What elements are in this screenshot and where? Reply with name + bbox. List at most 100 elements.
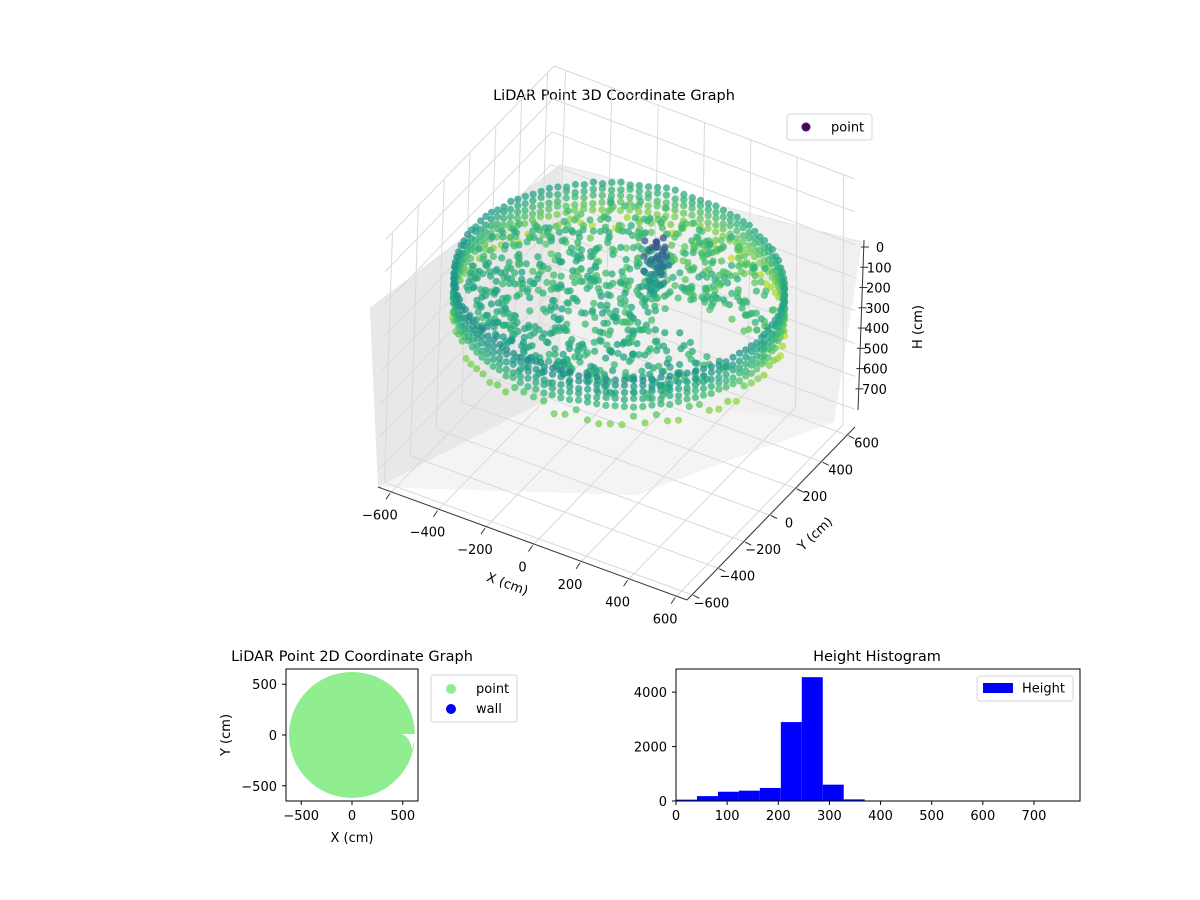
chart-3d-point	[623, 213, 631, 222]
chart-3d-point	[482, 221, 490, 229]
chart-3d-gridline-z	[379, 262, 856, 437]
chart-3d-point	[695, 273, 703, 281]
chart-3d-point	[535, 226, 543, 234]
chart-3d-point	[554, 191, 562, 199]
histogram-xtick-label: 0	[672, 809, 680, 824]
chart-3d-point	[580, 187, 588, 195]
chart-3d-point	[618, 318, 627, 326]
chart-3d-point	[584, 372, 592, 380]
chart-3d-point	[712, 202, 720, 210]
chart-3d-point	[626, 206, 634, 214]
chart-3d-point	[726, 222, 734, 230]
chart-3d-legend: point	[786, 113, 873, 141]
chart-3d-point	[605, 207, 613, 215]
chart-3d-point	[590, 338, 598, 346]
chart-3d-point	[558, 237, 566, 245]
chart-3d-point	[695, 400, 704, 409]
chart-3d-point	[717, 279, 725, 287]
chart-3d-point	[742, 353, 750, 361]
chart-3d-point	[487, 272, 495, 280]
chart-3d-ytick	[770, 515, 778, 519]
chart-3d-point	[654, 183, 662, 191]
chart-3d-point	[606, 199, 615, 207]
chart-3d-y-axis-line	[686, 426, 856, 601]
chart-3d-point	[735, 364, 744, 372]
chart-3d-point	[611, 376, 620, 384]
chart-3d-point	[502, 358, 510, 366]
chart-3d-point	[760, 371, 768, 379]
chart-3d-point	[543, 278, 551, 287]
chart-3d-point	[735, 349, 744, 357]
chart-3d-point	[725, 301, 734, 309]
chart-3d-point	[680, 190, 688, 198]
chart-3d-point	[680, 202, 688, 210]
histogram-ytick-label: 4000	[634, 686, 667, 701]
histogram-xtick-label: 400	[868, 809, 893, 824]
chart-3d-ztick-label: 400	[864, 322, 889, 337]
chart-3d-point	[638, 367, 646, 375]
chart-3d-point	[553, 202, 562, 210]
histogram-xtick-label: 300	[817, 809, 842, 824]
chart-3d-point	[550, 271, 558, 279]
chart-3d-point	[630, 376, 638, 384]
chart-3d-point	[517, 353, 525, 361]
chart-3d-point	[648, 316, 656, 324]
chart-3d-point	[539, 262, 547, 270]
chart-2d-gap-area	[388, 734, 418, 750]
chart-3d-point	[540, 381, 548, 389]
chart-3d-point	[691, 386, 700, 395]
chart-3d-point	[545, 212, 553, 220]
chart-3d-gridline-z	[385, 65, 856, 240]
chart-3d-point	[478, 353, 486, 361]
chart-3d-point	[590, 299, 598, 307]
chart-3d-point	[683, 378, 691, 386]
chart-3d-point	[484, 311, 492, 319]
chart-3d-point	[536, 237, 544, 245]
chart-3d-gridline-y	[409, 205, 720, 570]
chart-3d-point	[526, 294, 534, 302]
chart-3d-point	[747, 355, 756, 363]
chart-3d-point	[548, 384, 557, 392]
chart-3d-ytick-label: 200	[802, 490, 827, 505]
chart-3d-point	[567, 244, 576, 252]
chart-3d-point	[699, 384, 708, 393]
chart-3d-point	[532, 378, 540, 386]
chart-3d-point	[719, 206, 728, 214]
chart-3d-point	[651, 326, 660, 334]
chart-3d-point	[726, 210, 735, 219]
chart-3d-point	[548, 391, 556, 399]
histogram-bar	[822, 784, 844, 801]
chart-3d-gridline-x	[627, 157, 798, 581]
chart-3d-point	[574, 396, 583, 404]
chart-3d-point	[647, 270, 655, 279]
chart-3d-ztick-label: 0	[876, 241, 884, 256]
chart-3d-point	[608, 348, 616, 356]
chart-3d-xtick	[670, 597, 676, 604]
chart-3d-xtick	[575, 562, 581, 570]
chart-3d-point	[473, 365, 481, 373]
chart-3d-xtick-label: 400	[605, 595, 630, 610]
chart-3d-point	[722, 363, 730, 371]
chart-3d-point	[753, 352, 761, 360]
chart-3d-point	[547, 250, 555, 258]
chart-3d-point	[747, 369, 756, 377]
histogram-xtick-label: 500	[919, 809, 944, 824]
chart-3d-point	[736, 297, 744, 305]
chart-3d-point	[456, 295, 464, 303]
chart-3d-point	[757, 315, 765, 323]
chart-3d-point	[580, 194, 588, 202]
chart-3d-point	[691, 393, 700, 401]
chart-3d-xtick	[385, 493, 391, 500]
chart-3d-point	[507, 233, 515, 241]
chart-3d-point	[555, 257, 564, 265]
chart-3d-point	[768, 321, 776, 329]
chart-3d-point	[597, 301, 605, 309]
chart-3d-point	[502, 365, 510, 373]
chart-3d-point	[571, 279, 579, 287]
chart-3d-point	[658, 251, 666, 259]
chart-3d-point	[635, 181, 644, 190]
chart-3d-point	[452, 284, 460, 292]
histogram-legend: Height	[976, 675, 1074, 702]
chart-3d-ztick-label: 500	[864, 342, 889, 357]
